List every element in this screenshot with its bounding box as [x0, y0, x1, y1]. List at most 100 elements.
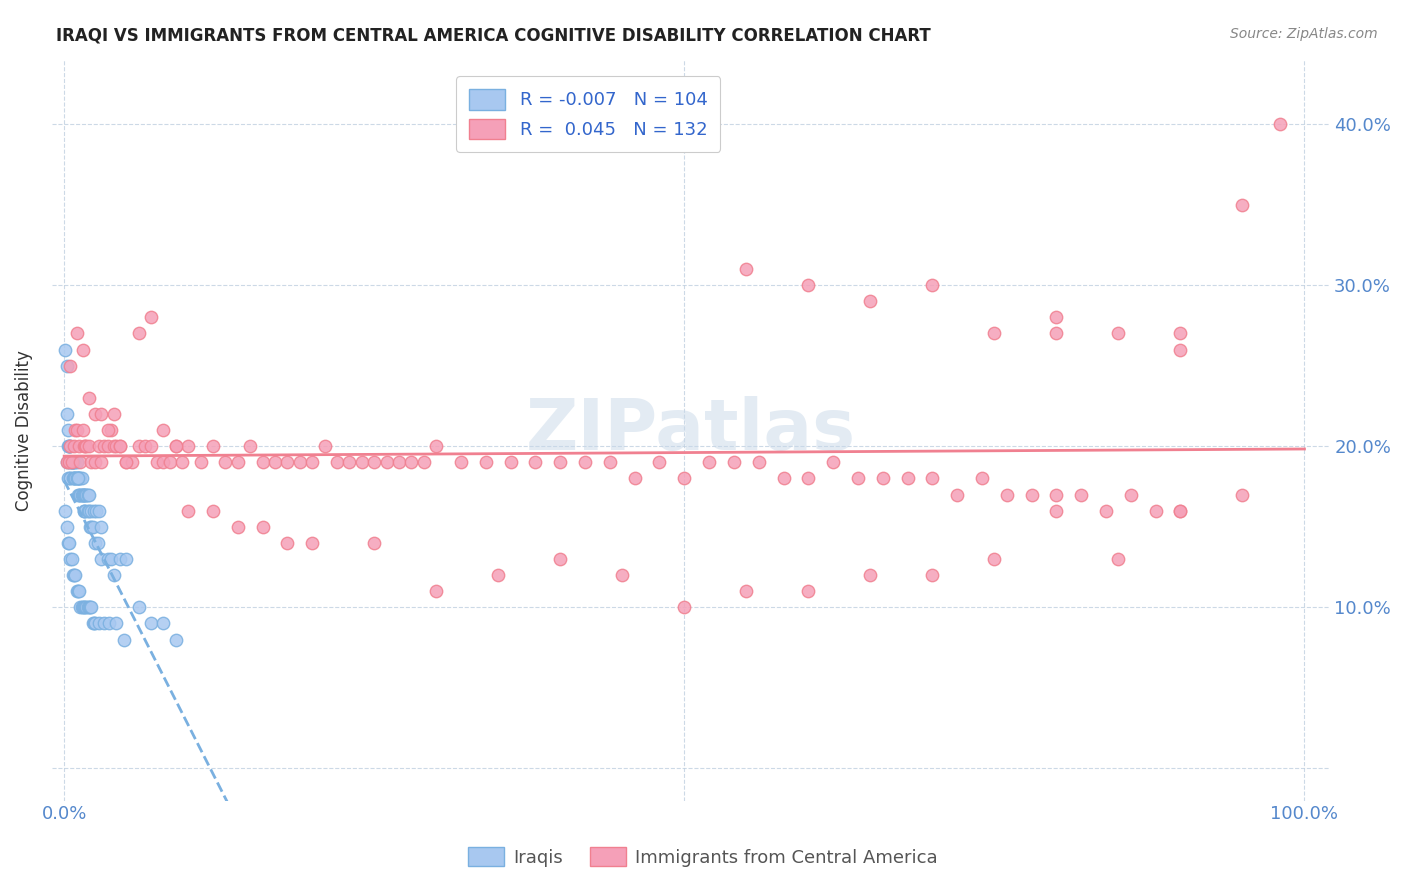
Point [1107, 326, 1129, 341]
Point [214, 455, 236, 469]
Point [97, 616, 120, 631]
Point [697, 455, 720, 469]
Point [388, 455, 411, 469]
Point [105, 616, 128, 631]
Point [1144, 503, 1167, 517]
Point [75, 600, 97, 615]
Point [77, 503, 100, 517]
Point [70, 471, 93, 485]
Point [59, 552, 82, 566]
Point [159, 455, 181, 469]
Point [62, 568, 84, 582]
Point [983, 326, 1005, 341]
Point [67, 439, 90, 453]
Point [425, 584, 447, 599]
Point [128, 439, 150, 453]
Point [65, 326, 87, 341]
Point [55, 455, 77, 469]
Point [59, 439, 82, 453]
Point [60, 552, 83, 566]
Point [65, 584, 87, 599]
Y-axis label: Cognitive Disability: Cognitive Disability [15, 350, 32, 510]
Point [60, 455, 83, 469]
Point [83, 503, 105, 517]
Point [139, 616, 162, 631]
Text: ZIPatlas: ZIPatlas [526, 396, 856, 465]
Point [846, 471, 869, 485]
Point [59, 439, 82, 453]
Point [165, 439, 187, 453]
Point [1268, 117, 1291, 131]
Point [59, 359, 82, 373]
Point [152, 423, 174, 437]
Point [76, 503, 98, 517]
Point [412, 455, 434, 469]
Point [67, 584, 90, 599]
Point [76, 600, 98, 615]
Point [673, 600, 696, 615]
Point [115, 552, 138, 566]
Point [252, 520, 274, 534]
Point [72, 487, 94, 501]
Point [69, 487, 91, 501]
Point [60, 455, 83, 469]
Point [65, 471, 87, 485]
Point [146, 455, 169, 469]
Point [62, 455, 84, 469]
Point [450, 455, 472, 469]
Point [1170, 503, 1192, 517]
Point [170, 455, 193, 469]
Point [301, 536, 323, 550]
Point [56, 439, 79, 453]
Point [108, 552, 131, 566]
Point [276, 455, 298, 469]
Point [100, 552, 122, 566]
Point [1232, 197, 1254, 211]
Point [165, 632, 187, 647]
Point [612, 568, 634, 582]
Point [58, 439, 80, 453]
Point [79, 520, 101, 534]
Point [65, 471, 87, 485]
Point [797, 471, 820, 485]
Point [401, 455, 423, 469]
Point [80, 503, 103, 517]
Point [73, 503, 96, 517]
Point [548, 455, 571, 469]
Point [97, 552, 120, 566]
Point [55, 359, 77, 373]
Point [83, 616, 105, 631]
Point [673, 471, 696, 485]
Point [239, 439, 262, 453]
Point [350, 455, 373, 469]
Point [87, 616, 110, 631]
Point [79, 600, 101, 615]
Point [1119, 487, 1142, 501]
Point [63, 471, 86, 485]
Point [60, 455, 83, 469]
Point [63, 455, 86, 469]
Point [177, 439, 200, 453]
Point [72, 343, 94, 357]
Point [93, 616, 115, 631]
Point [723, 455, 745, 469]
Point [84, 616, 107, 631]
Point [970, 471, 993, 485]
Point [73, 503, 96, 517]
Point [1170, 503, 1192, 517]
Point [66, 584, 89, 599]
Point [797, 584, 820, 599]
Point [90, 407, 112, 421]
Legend: R = -0.007   N = 104, R =  0.045   N = 132: R = -0.007 N = 104, R = 0.045 N = 132 [457, 76, 720, 152]
Point [859, 294, 882, 309]
Point [76, 487, 98, 501]
Point [896, 471, 918, 485]
Point [65, 423, 87, 437]
Point [76, 439, 98, 453]
Point [772, 471, 794, 485]
Point [77, 600, 100, 615]
Point [58, 536, 80, 550]
Point [1045, 326, 1067, 341]
Point [63, 439, 86, 453]
Point [103, 407, 125, 421]
